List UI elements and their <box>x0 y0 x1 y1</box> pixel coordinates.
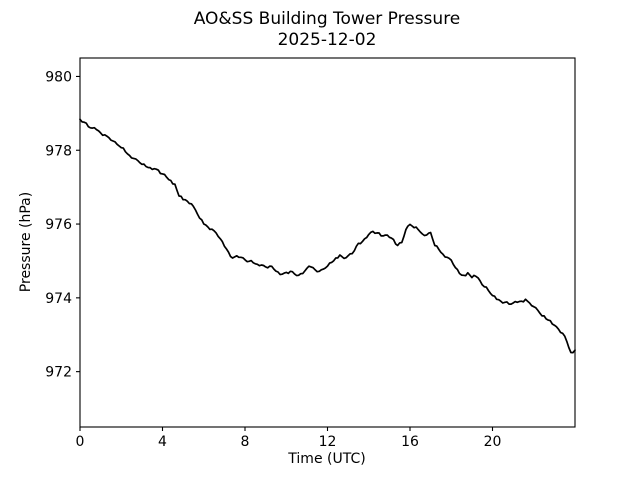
y-tick-label: 978 <box>45 143 72 159</box>
x-axis-label: Time (UTC) <box>287 451 365 467</box>
pressure-series-line <box>79 118 576 354</box>
y-axis-label: Pressure (hPa) <box>18 192 34 292</box>
x-tick-label: 16 <box>401 434 419 450</box>
x-tick-label: 20 <box>484 434 502 450</box>
chart-date-subtitle: 2025-12-02 <box>278 30 377 50</box>
x-tick-label: 12 <box>319 434 337 450</box>
y-tick-label: 972 <box>45 365 72 381</box>
y-tick-label: 976 <box>45 217 72 233</box>
chart-title: AO&SS Building Tower Pressure <box>194 9 461 29</box>
x-tick-label: 4 <box>158 434 167 450</box>
x-tick-label: 8 <box>241 434 250 450</box>
y-tick-label: 974 <box>45 291 72 307</box>
plot-border <box>79 57 576 428</box>
x-tick-label: 0 <box>76 434 85 450</box>
y-tick-label: 980 <box>45 69 72 85</box>
y-axis-ticks: 972 974 976 978 980 <box>45 69 80 381</box>
x-axis-ticks: 0 4 8 12 16 20 <box>76 427 502 450</box>
